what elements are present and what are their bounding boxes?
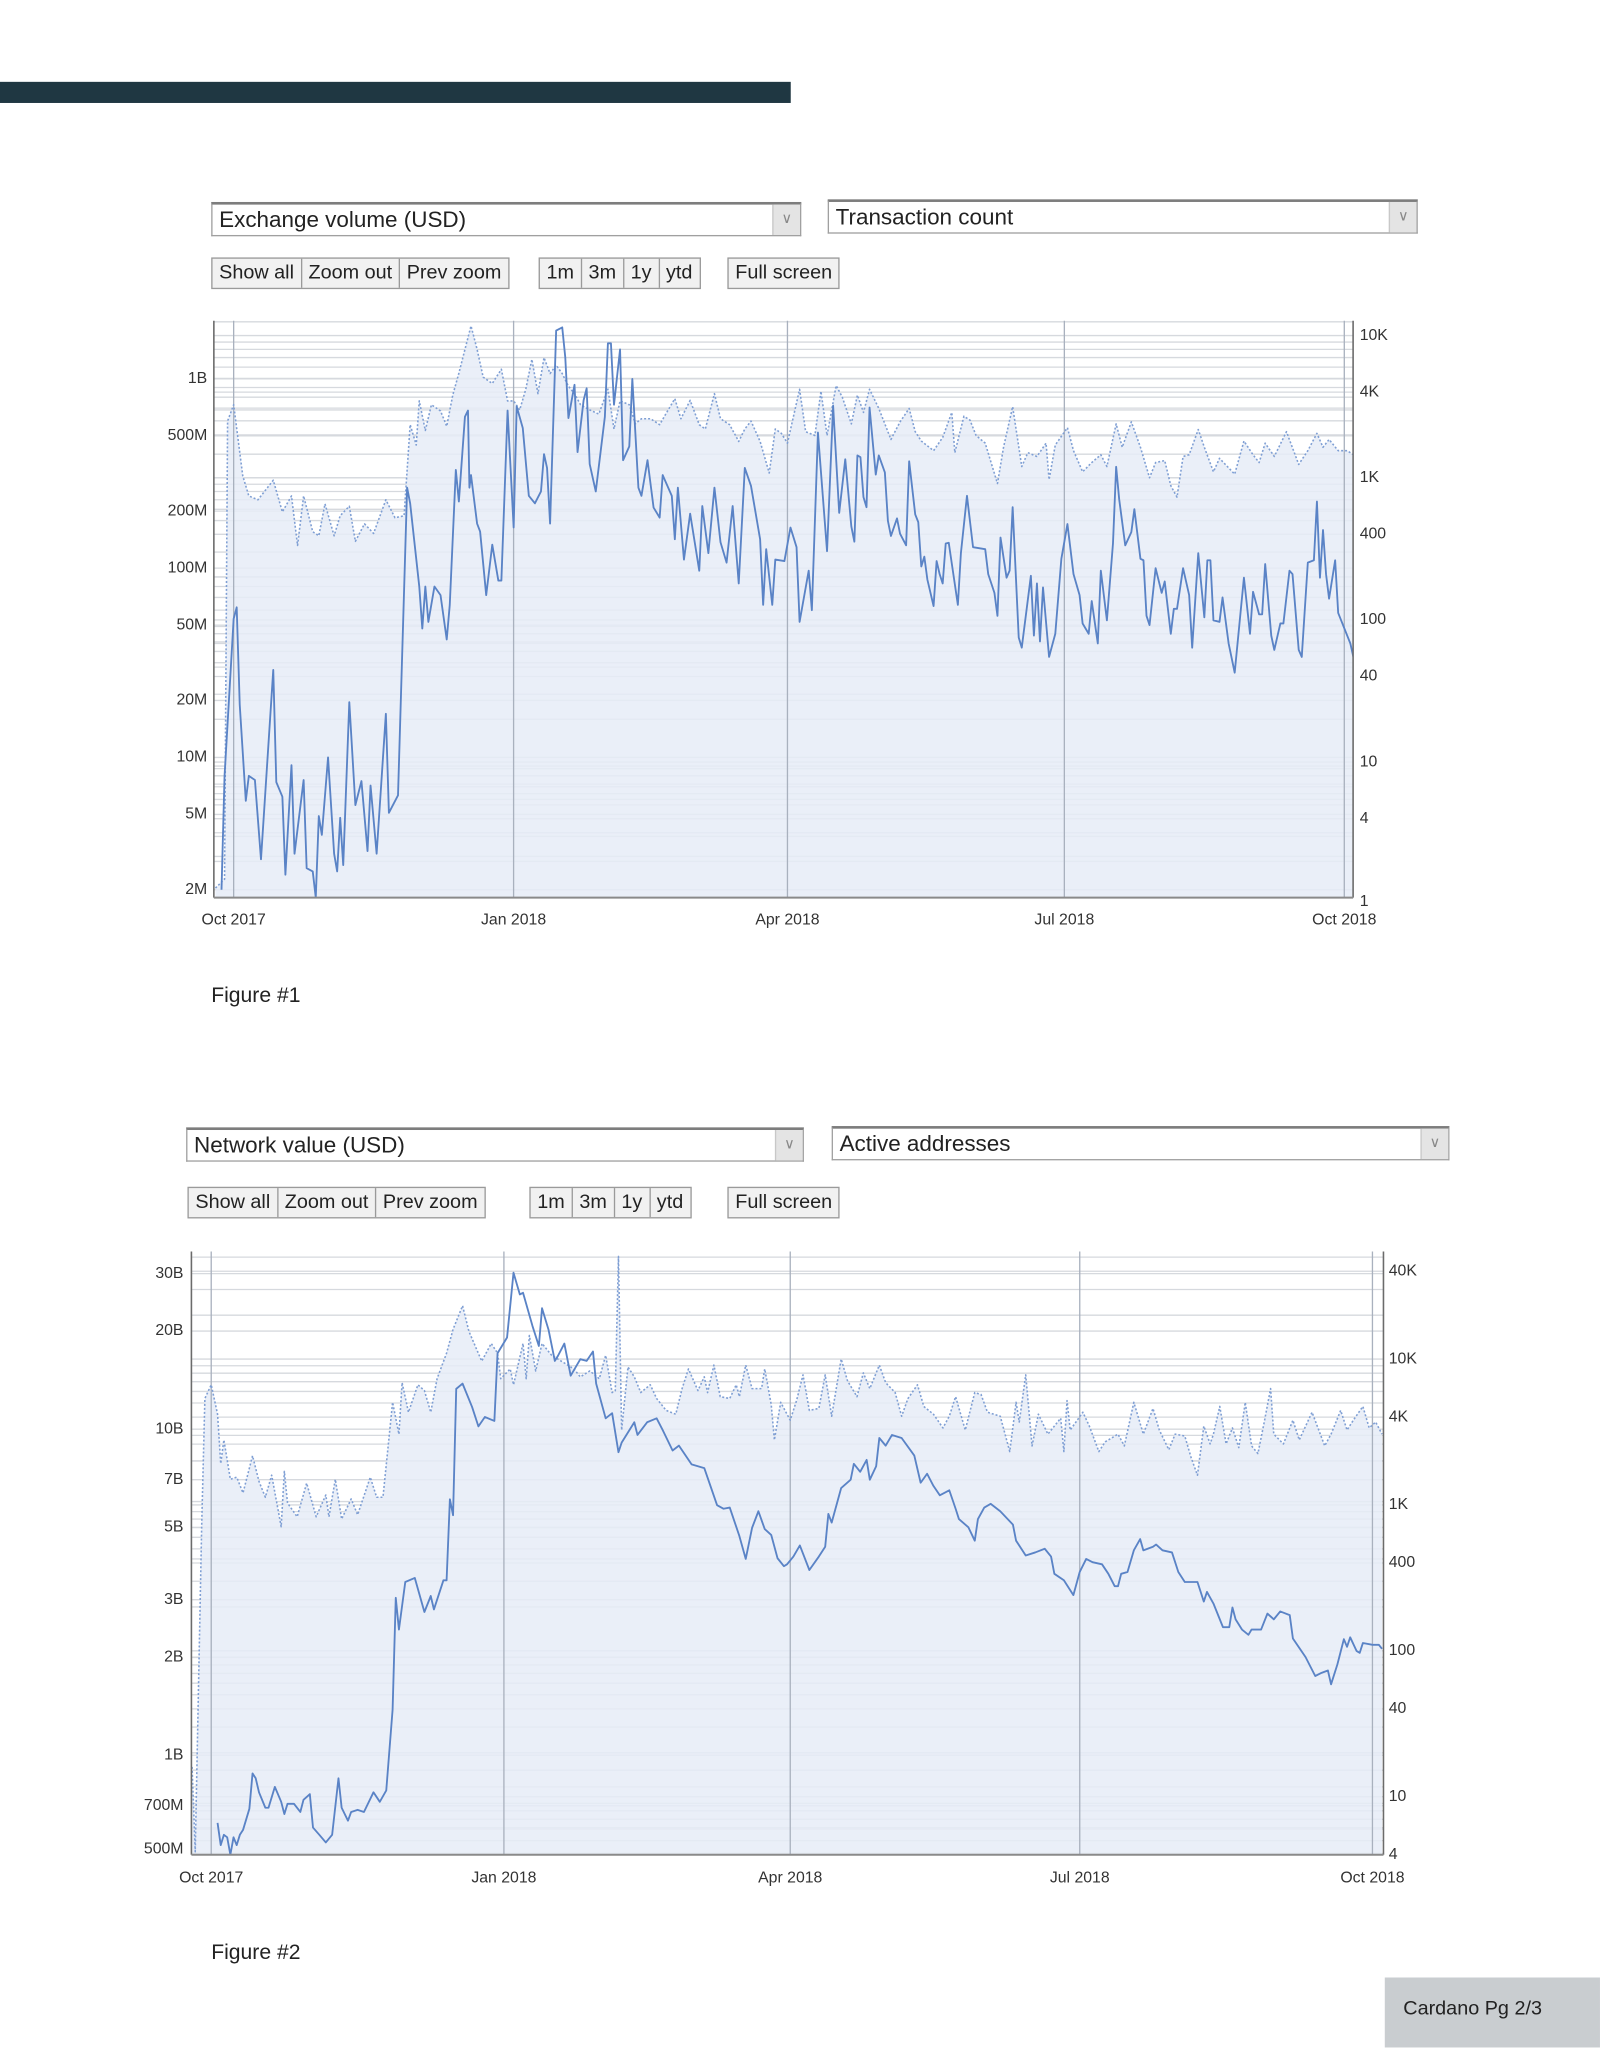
x-tick-label: Apr 2018 <box>758 1870 822 1887</box>
series-line-transaction-count <box>214 325 1354 889</box>
show-all-button[interactable]: Show all <box>213 258 302 288</box>
right-metric-value: Active addresses <box>839 1131 1011 1157</box>
left-tick-label: 5M <box>185 806 207 823</box>
right-tick-label: 4 <box>1389 1846 1398 1863</box>
series-line-network-value-usd- <box>216 1271 1383 1855</box>
left-tick-label: 10B <box>155 1420 183 1437</box>
right-metric-select[interactable]: Active addresses ∨ <box>831 1126 1450 1161</box>
right-tick-label: 4K <box>1389 1408 1409 1425</box>
x-tick-label: Jan 2018 <box>481 911 546 928</box>
range-3m-button[interactable]: 3m <box>573 1188 615 1218</box>
series-area-active-addresses <box>192 1256 1383 1855</box>
x-tick-label: Apr 2018 <box>755 911 819 928</box>
range-1y-button[interactable]: 1y <box>615 1188 651 1218</box>
x-tick-label: Oct 2018 <box>1340 1870 1404 1887</box>
range-ytd-button[interactable]: ytd <box>666 261 693 284</box>
right-tick-label: 10 <box>1360 753 1378 770</box>
right-tick-label: 10 <box>1389 1788 1407 1805</box>
right-tick-label: 1K <box>1389 1496 1409 1513</box>
range-button-group: 1m 3m 1y ytd <box>538 257 701 290</box>
fullscreen-button-group: Full screen <box>727 257 841 290</box>
footer-page-label: Cardano Pg 2/3 <box>1403 1997 1542 2020</box>
show-all-button[interactable]: Show all <box>189 1188 279 1218</box>
figure-1-caption: Figure #1 <box>211 984 301 1008</box>
full-screen-button[interactable]: Full screen <box>735 1190 833 1214</box>
prev-zoom-button[interactable]: Prev zoom <box>406 261 502 284</box>
series-line-exchange-volume-usd- <box>220 326 1354 898</box>
right-tick-label: 4K <box>1360 383 1380 400</box>
zoom-out-button[interactable]: Zoom out <box>278 1188 377 1218</box>
left-tick-label: 500M <box>144 1841 184 1858</box>
chevron-down-icon[interactable]: ∨ <box>774 1130 803 1161</box>
full-screen-button[interactable]: Full screen <box>735 261 833 284</box>
left-tick-label: 50M <box>176 616 207 633</box>
prev-zoom-button[interactable]: Prev zoom <box>382 1190 478 1214</box>
left-tick-label: 700M <box>144 1797 184 1814</box>
right-metric-select[interactable]: Transaction count ∨ <box>827 199 1418 234</box>
right-tick-label: 1K <box>1360 469 1380 486</box>
range-ytd-button[interactable]: ytd <box>656 1190 684 1214</box>
left-tick-label: 7B <box>164 1471 183 1488</box>
x-tick-label: Jan 2018 <box>471 1870 536 1887</box>
left-metric-select[interactable]: Exchange volume (USD) ∨ <box>211 201 802 237</box>
left-metric-select[interactable]: Network value (USD) ∨ <box>186 1127 804 1162</box>
page-footer: Cardano Pg 2/3 <box>1384 1977 1600 2048</box>
left-tick-label: 20B <box>155 1322 183 1339</box>
left-tick-label: 20M <box>176 692 207 709</box>
right-tick-label: 400 <box>1389 1554 1416 1571</box>
header-bar <box>0 81 791 103</box>
right-tick-label: 10K <box>1360 327 1389 344</box>
right-tick-label: 40 <box>1389 1700 1407 1717</box>
left-tick-label: 30B <box>155 1265 183 1282</box>
left-tick-label: 1B <box>164 1746 183 1763</box>
x-tick-label: Jul 2018 <box>1034 911 1094 928</box>
x-tick-label: Oct 2017 <box>179 1870 243 1887</box>
figure-2-caption: Figure #2 <box>211 1941 301 1965</box>
left-tick-label: 1B <box>188 370 207 387</box>
series-area-transaction-count <box>215 325 1354 898</box>
x-tick-label: Oct 2018 <box>1312 911 1376 928</box>
zoom-button-group: Show all Zoom out Prev zoom <box>211 257 510 290</box>
chevron-down-icon[interactable]: ∨ <box>772 204 800 235</box>
left-metric-value: Exchange volume (USD) <box>219 207 467 233</box>
right-tick-label: 100 <box>1389 1642 1416 1659</box>
right-tick-label: 100 <box>1360 611 1387 628</box>
range-button-group: 1m 3m 1y ytd <box>529 1186 692 1219</box>
left-tick-label: 100M <box>168 559 208 576</box>
left-tick-label: 3B <box>164 1591 183 1608</box>
range-1y-button[interactable]: 1y <box>624 258 660 288</box>
right-tick-label: 400 <box>1360 526 1387 543</box>
x-tick-label: Jul 2018 <box>1050 1870 1110 1887</box>
range-1m-button[interactable]: 1m <box>531 1188 573 1218</box>
left-tick-label: 2B <box>164 1648 183 1665</box>
chevron-down-icon[interactable]: ∨ <box>1420 1128 1449 1160</box>
right-metric-value: Transaction count <box>835 204 1014 230</box>
left-tick-label: 5B <box>164 1519 183 1536</box>
right-tick-label: 40 <box>1360 668 1378 685</box>
range-3m-button[interactable]: 3m <box>582 258 624 288</box>
left-tick-label: 10M <box>176 749 207 766</box>
range-1m-button[interactable]: 1m <box>540 258 582 288</box>
left-tick-label: 500M <box>168 427 208 444</box>
series-line-active-addresses <box>191 1255 1383 1853</box>
fullscreen-button-group: Full screen <box>727 1186 841 1219</box>
left-metric-value: Network value (USD) <box>194 1132 405 1158</box>
right-tick-label: 1 <box>1360 893 1369 910</box>
chevron-down-icon[interactable]: ∨ <box>1388 201 1417 233</box>
right-tick-label: 4 <box>1360 810 1369 827</box>
right-tick-label: 10K <box>1389 1350 1418 1367</box>
zoom-button-group: Show all Zoom out Prev zoom <box>187 1186 486 1219</box>
zoom-out-button[interactable]: Zoom out <box>302 258 401 288</box>
x-tick-label: Oct 2017 <box>202 911 266 928</box>
left-tick-label: 2M <box>185 881 207 898</box>
left-tick-label: 200M <box>168 502 208 519</box>
right-tick-label: 40K <box>1389 1262 1418 1279</box>
